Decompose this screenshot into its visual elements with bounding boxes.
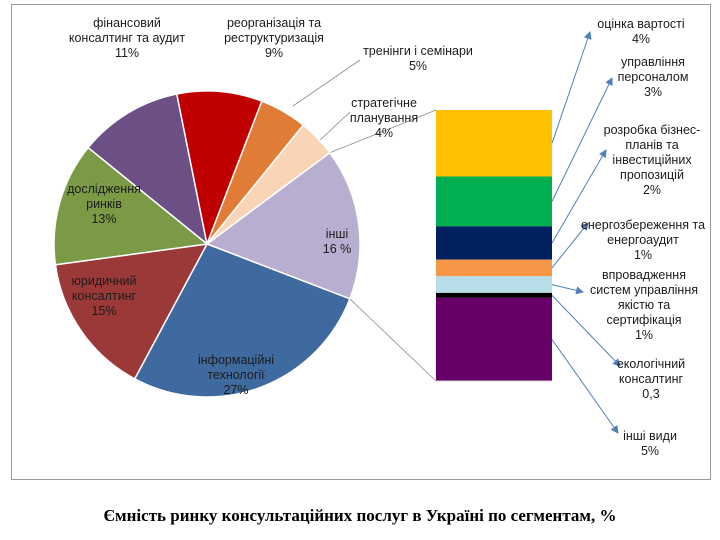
pie-slice-0 [87,93,209,246]
bar-segment-0 [436,110,552,177]
pie-label-5: інформаційні технології 27% [198,353,274,397]
bar-label-0: оцінка вартості 4% [597,17,684,46]
bar-arrow-3 [551,222,589,269]
arrow-layer [292,31,621,434]
pie-layer [53,90,361,398]
bar-arrow-0 [551,31,592,144]
leader-line-3 [317,111,351,143]
bar-segment-3 [436,259,552,277]
pie-label-4: інші 16 % [323,227,352,256]
bar-label-4: впровадження систем управління якістю та се… [590,268,698,342]
label-layer: фінансовий консалтинг та аудит 11% реоргані… [67,16,705,458]
pie-slice-5 [133,243,351,398]
pie-label-2: тренінги і семінари 5% [363,44,473,73]
pie-slice-1 [175,90,263,247]
leader-line-2 [292,59,361,107]
pie-label-0: фінансовий консалтинг та аудит 11% [69,16,186,60]
bar-segment-2 [436,226,552,260]
bar-label-5: екологічний консалтинг 0,3 [617,357,685,401]
bar-label-3: енергозбереження та енергоаудит 1% [581,218,705,262]
pie-label-7: дослідження ринків 13% [67,182,141,226]
bar-arrow-6 [551,339,619,434]
bar-label-2: розробка бізнес-планів та інвестиційних пр… [604,123,701,197]
bar-arrow-2 [551,149,607,244]
pie-label-1: реорганізація та реструктуризація 9% [224,16,324,60]
bar-arrow-5 [551,295,621,367]
connector-top [329,109,437,154]
bar-segment-4 [436,276,552,293]
breakdown-bar [436,110,552,382]
bar-label-1: управління персоналом 3% [618,55,689,99]
pie-label-3: стратегічне планування 4% [350,96,418,140]
bar-arrow-1 [551,77,613,202]
bar-arrow-4 [551,284,584,295]
chart-caption: Ємність ринку консультаційних послуг в У… [103,506,617,525]
pie-slice-6 [54,243,209,380]
bar-label-6: інші види 5% [623,429,677,458]
bar-segment-1 [436,176,552,227]
bar-segment-5 [436,292,552,298]
pie-label-6: юридичний консалтинг 15% [72,274,137,318]
connector-bottom [349,298,437,382]
pie-slice-7 [53,146,209,266]
pie-slice-4 [205,151,361,300]
bar-segment-6 [436,297,552,381]
